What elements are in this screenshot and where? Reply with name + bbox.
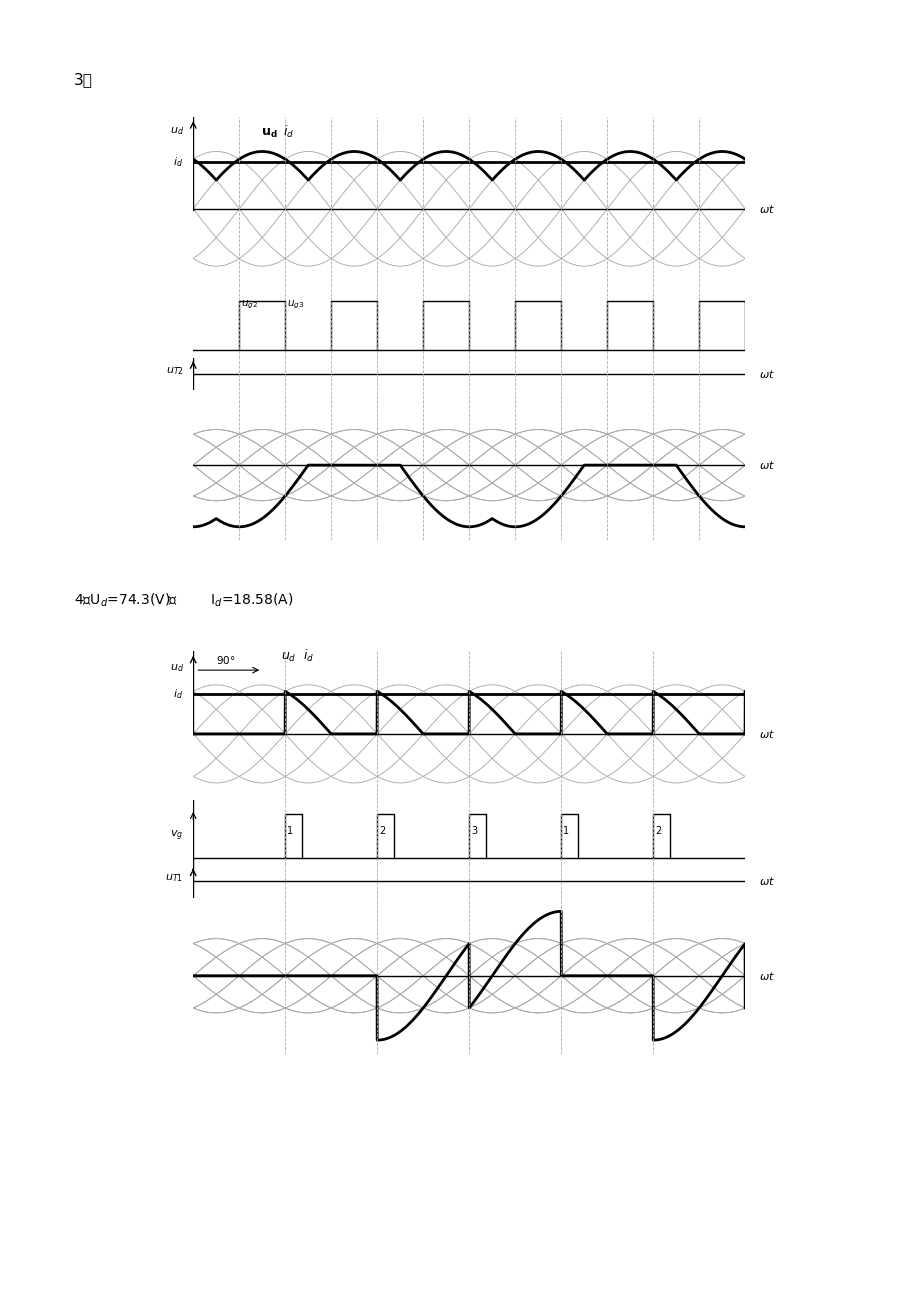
Text: 2: 2: [379, 826, 385, 835]
Text: $i_d$: $i_d$: [174, 687, 183, 700]
Text: 3: 3: [471, 826, 477, 835]
Text: $u_{T1}$: $u_{T1}$: [165, 872, 183, 885]
Text: $\mathbf{u_d}$: $\mathbf{u_d}$: [261, 126, 278, 139]
Text: 2: 2: [654, 826, 661, 835]
Text: 1: 1: [287, 826, 293, 835]
Text: 1: 1: [562, 826, 569, 835]
Text: $\omega t$: $\omega t$: [758, 203, 775, 215]
Text: $i_d$: $i_d$: [302, 648, 313, 665]
Text: $u_{g3}$: $u_{g3}$: [287, 298, 304, 311]
Text: 3、: 3、: [74, 73, 93, 87]
Text: $90°$: $90°$: [216, 654, 235, 666]
Text: $u_d$: $u_d$: [169, 125, 183, 138]
Text: 4、U$_d$=74.3(V)，        I$_d$=18.58(A): 4、U$_d$=74.3(V)， I$_d$=18.58(A): [74, 592, 293, 609]
Text: $i_d$: $i_d$: [174, 155, 183, 169]
Text: $u_{T2}$: $u_{T2}$: [165, 364, 183, 377]
Text: $i_d$: $i_d$: [283, 124, 294, 139]
Text: $\omega t$: $\omega t$: [758, 727, 775, 740]
Text: $\omega t$: $\omega t$: [758, 969, 775, 982]
Text: $\omega t$: $\omega t$: [758, 876, 775, 887]
Text: $u_d$: $u_d$: [169, 662, 183, 674]
Text: $v_g$: $v_g$: [170, 829, 183, 843]
Text: $\omega t$: $\omega t$: [758, 459, 775, 471]
Text: $\omega t$: $\omega t$: [758, 368, 775, 380]
Text: $u_d$: $u_d$: [280, 652, 296, 665]
Text: $u_{g2}$: $u_{g2}$: [241, 298, 258, 311]
